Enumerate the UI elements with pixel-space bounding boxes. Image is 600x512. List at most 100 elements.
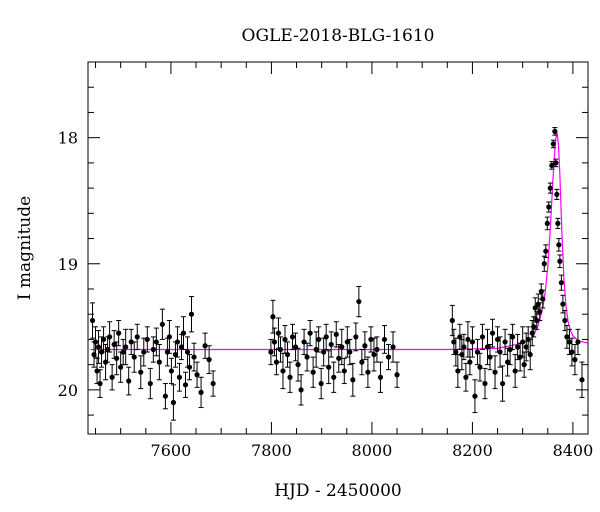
data-point [484, 328, 491, 366]
data-point [307, 320, 313, 347]
x-tick-label: 8000 [352, 441, 393, 460]
data-marker [206, 357, 212, 363]
y-tick-label: 20 [58, 381, 78, 400]
data-point [89, 302, 96, 339]
data-marker [390, 344, 396, 350]
data-marker [549, 162, 555, 169]
data-point [510, 323, 516, 351]
data-point [333, 321, 339, 348]
data-marker [271, 339, 278, 345]
data-marker [116, 330, 122, 336]
data-marker [512, 368, 518, 374]
data-point [497, 336, 503, 368]
data-marker [499, 380, 506, 387]
y-axis-label: I magnitude [15, 196, 35, 300]
data-marker [560, 301, 566, 307]
data-point [180, 316, 187, 351]
data-marker [100, 336, 107, 343]
data-marker [134, 334, 140, 340]
data-marker [270, 314, 276, 320]
data-point [166, 320, 173, 354]
data-point [144, 326, 150, 353]
data-marker [180, 330, 187, 336]
data-point [95, 330, 102, 364]
data-point [174, 326, 181, 358]
data-point [553, 158, 559, 168]
data-marker [344, 339, 350, 345]
x-tick-label: 8400 [553, 441, 594, 460]
data-marker [492, 369, 498, 375]
data-point [188, 296, 195, 333]
data-marker [459, 351, 465, 358]
data-marker [469, 339, 476, 345]
data-point [310, 356, 316, 388]
data-point [504, 347, 511, 377]
data-marker [507, 346, 513, 353]
x-tick-label: 8200 [452, 441, 493, 460]
data-marker [147, 380, 153, 387]
data-marker [323, 334, 329, 340]
data-point [479, 323, 486, 351]
data-marker [107, 334, 113, 340]
data-marker [449, 317, 455, 324]
data-marker [282, 336, 288, 343]
data-marker [564, 334, 570, 340]
data-point [176, 362, 183, 392]
data-point [394, 361, 400, 388]
data-marker [531, 324, 537, 330]
data-marker [289, 334, 296, 340]
data-marker [457, 334, 463, 340]
data-point [289, 323, 296, 351]
data-marker [385, 354, 392, 360]
data-marker [114, 355, 120, 361]
data-marker [277, 346, 284, 353]
plot-frame [87, 61, 589, 435]
data-marker [377, 374, 384, 380]
data-marker [141, 349, 147, 355]
data-point [301, 328, 307, 356]
data-marker [537, 309, 543, 315]
data-marker [465, 336, 471, 343]
data-point [575, 328, 581, 356]
data-marker [504, 359, 511, 365]
data-marker [394, 372, 400, 378]
data-marker [484, 344, 491, 350]
data-point [467, 349, 473, 376]
data-marker [138, 369, 144, 375]
data-point [494, 326, 501, 353]
data-point [126, 366, 132, 396]
data-point [313, 331, 319, 368]
data-marker [318, 380, 324, 387]
data-marker [453, 349, 459, 355]
data-marker [120, 349, 126, 355]
data-marker [550, 141, 556, 147]
data-point [170, 384, 177, 421]
data-marker [182, 382, 189, 388]
data-point [492, 355, 498, 390]
data-marker [341, 368, 347, 374]
data-point [168, 357, 175, 385]
data-marker [371, 351, 377, 358]
data-marker [534, 317, 540, 324]
data-marker [123, 344, 129, 350]
data-point [368, 326, 374, 353]
data-point [453, 337, 459, 367]
data-marker [523, 344, 529, 350]
data-point [546, 201, 552, 213]
data-point [97, 369, 103, 398]
data-marker [365, 369, 371, 375]
data-point [107, 321, 113, 353]
data-marker [109, 374, 115, 380]
data-point [487, 343, 493, 371]
data-point [461, 333, 467, 361]
data-point [517, 342, 523, 372]
data-marker [166, 334, 173, 340]
data-point [540, 289, 546, 309]
data-marker [298, 387, 304, 393]
x-axis-label: HJD - 2450000 [274, 481, 402, 501]
data-point [515, 333, 521, 361]
data-marker [532, 305, 538, 311]
data-point [558, 274, 564, 291]
data-point [549, 161, 555, 170]
data-point [472, 379, 478, 414]
